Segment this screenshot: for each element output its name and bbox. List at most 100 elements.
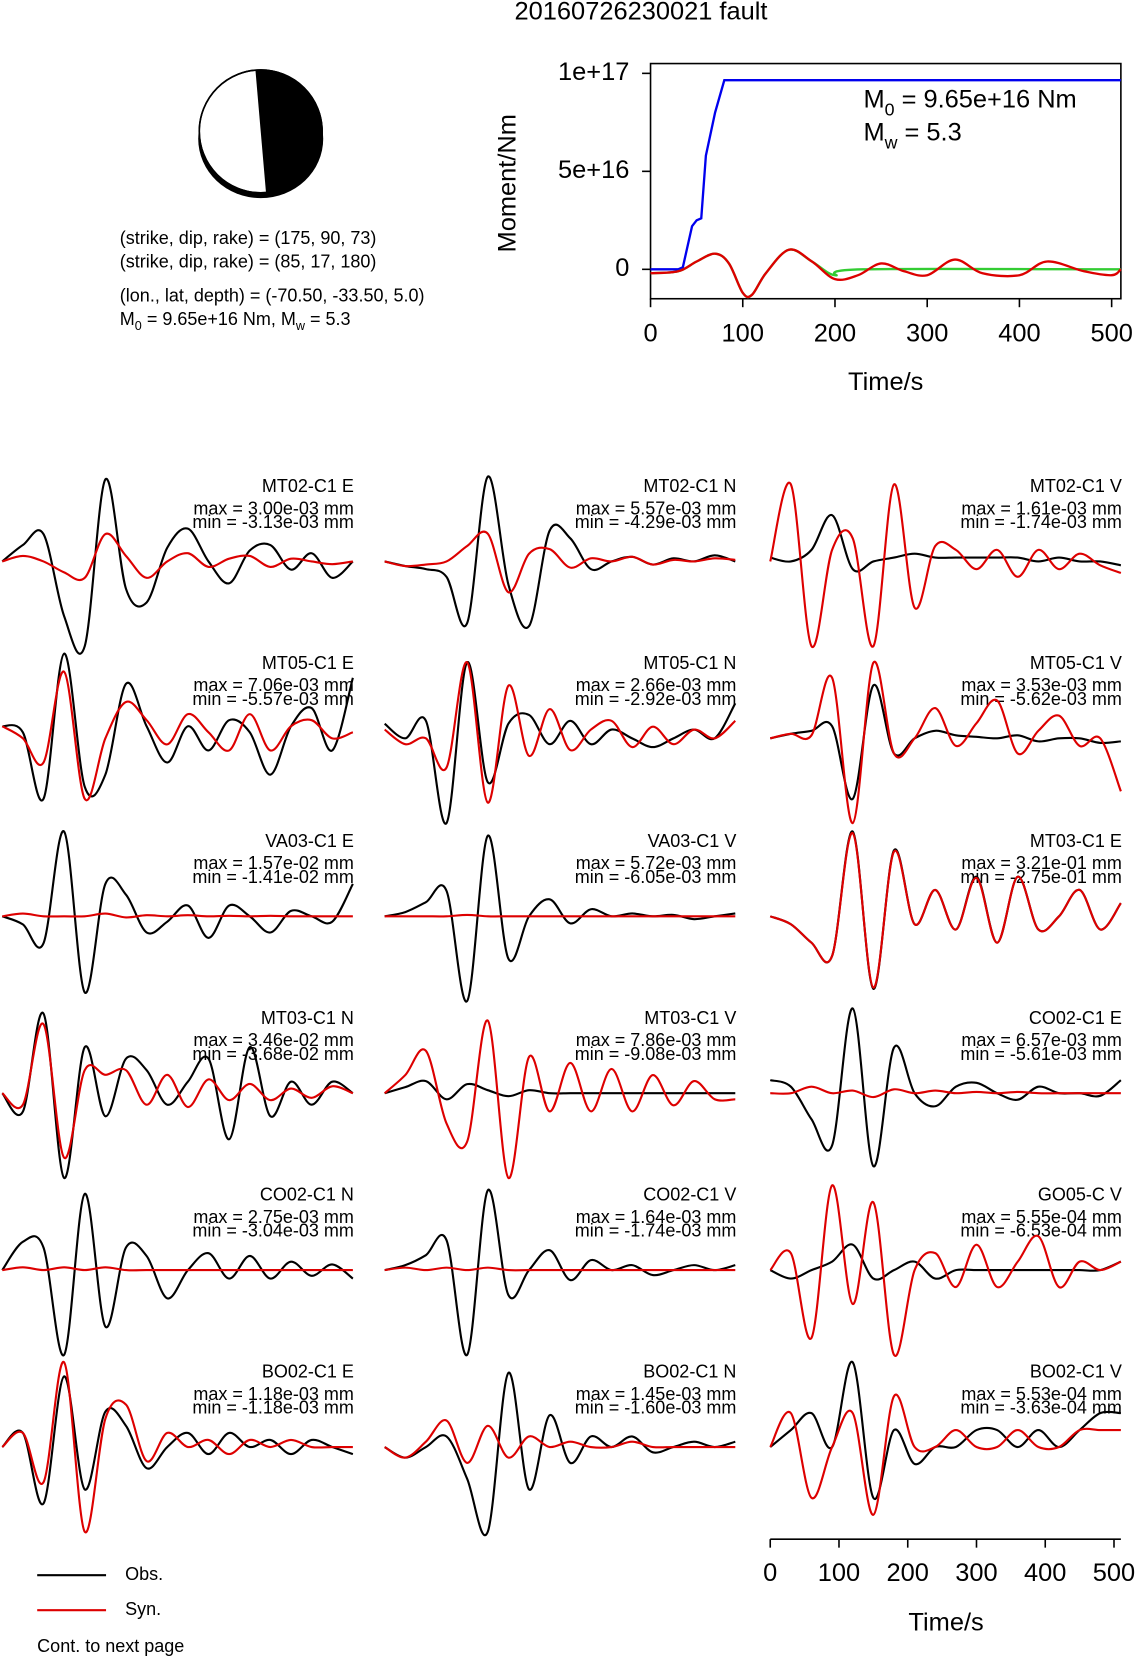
min-label: min = -6.05e-03 mm: [575, 867, 737, 887]
synthetic-trace: [384, 1266, 736, 1272]
x-tick-label: 300: [906, 319, 948, 347]
observed-trace: [770, 684, 1121, 800]
synthetic-trace: [384, 1419, 736, 1464]
min-label: min = -1.60e-03 mm: [575, 1398, 737, 1418]
text-part: = 5.3: [305, 309, 351, 329]
synthetic-trace: [1, 1022, 354, 1159]
subscript: 0: [135, 319, 142, 333]
synthetic-trace: [769, 1393, 1121, 1516]
synthetic-trace: [769, 660, 1122, 825]
synthetic-trace: [769, 1184, 1122, 1357]
x-tick-label: 500: [1090, 319, 1132, 347]
station-label: CO02-C1 V: [643, 1185, 736, 1205]
station-label: CO02-C1 E: [1029, 1008, 1122, 1028]
min-label: min = -6.53e-04 mm: [960, 1221, 1122, 1241]
max-label: max = 5.72e-03 mm: [576, 853, 737, 873]
annotation: Mw = 5.3: [863, 118, 961, 152]
legend-label: Obs.: [125, 1564, 163, 1584]
y-tick-label: 1e+17: [558, 58, 629, 86]
synthetic-trace: [769, 832, 1122, 989]
x-tick-label: 200: [814, 319, 856, 347]
y-axis-label: Moment/Nm: [493, 114, 521, 252]
synthetic-trace: [2, 1266, 353, 1272]
max-label: max = 5.53e-04 mm: [961, 1384, 1122, 1404]
observed-trace: [1, 1375, 354, 1506]
subscript: 0: [885, 99, 895, 119]
observed-trace: [1, 478, 354, 655]
min-label: min = -1.18e-03 mm: [192, 1398, 354, 1418]
min-label: min = -5.61e-03 mm: [960, 1044, 1122, 1064]
max-label: max = 1.18e-03 mm: [193, 1384, 354, 1404]
observed-trace: [769, 1243, 1122, 1281]
station-label: VA03-C1 V: [648, 831, 737, 851]
min-label: min = -5.62e-03 mm: [960, 689, 1122, 709]
max-label: max = 2.75e-03 mm: [193, 1207, 354, 1227]
synthetic-trace: [384, 530, 736, 594]
station-label: VA03-C1 E: [265, 831, 354, 851]
x-tick-label: 300: [955, 1559, 997, 1587]
synthetic-trace: [2, 912, 353, 919]
station-label: MT03-C1 N: [261, 1008, 354, 1028]
station-label: CO02-C1 N: [260, 1185, 354, 1205]
moment-plot-frame: [649, 62, 1122, 300]
x-tick-label: 100: [722, 319, 764, 347]
max-label: max = 1.64e-03 mm: [576, 1207, 737, 1227]
station-label: GO05-C V: [1038, 1185, 1122, 1205]
station-label: MT05-C1 N: [643, 653, 736, 673]
moment-text: M0 = 9.65e+16 Nm, Mw = 5.3: [120, 309, 351, 334]
y-tick-label: 0: [615, 254, 629, 282]
station-label: MT05-C1 E: [262, 653, 354, 673]
y-tick-label: 5e+16: [558, 156, 629, 184]
text-part: = 9.65e+16 Nm, M: [142, 309, 296, 329]
station-label: MT05-C1 V: [1030, 653, 1122, 673]
station-label: MT03-C1 E: [1030, 831, 1122, 851]
beachball: [198, 69, 324, 199]
synthetic-trace: [1, 670, 354, 802]
max-label: max = 1.45e-03 mm: [576, 1384, 737, 1404]
text-part: M: [863, 118, 884, 146]
min-label: min = -9.08e-03 mm: [575, 1044, 737, 1064]
max-label: max = 7.86e-03 mm: [576, 1030, 737, 1050]
synthetic-trace: [770, 1085, 1121, 1099]
synthetic-trace: [1, 1361, 353, 1533]
max-label: max = 5.57e-03 mm: [576, 498, 737, 518]
max-label: max = 3.21e-01 mm: [961, 853, 1122, 873]
station-label: MT03-C1 V: [644, 1008, 736, 1028]
observed-trace: [1, 1192, 354, 1357]
min-label: min = -1.74e-03 mm: [575, 1221, 737, 1241]
x-tick-label: 0: [763, 1559, 777, 1587]
figure-title: 20160726230021 fault: [515, 0, 768, 25]
station-label: BO02-C1 V: [1030, 1362, 1122, 1382]
x-tick-label: 0: [643, 319, 657, 347]
max-label: max = 2.66e-03 mm: [576, 675, 737, 695]
legend-label: Syn.: [125, 1599, 161, 1619]
station-label: MT02-C1 V: [1030, 476, 1122, 496]
mechanism-text: (strike, dip, rake) = (175, 90, 73): [120, 228, 377, 248]
x-tick-label: 500: [1093, 1559, 1135, 1587]
min-label: min = -5.57e-03 mm: [192, 689, 354, 709]
min-label: min = -3.04e-03 mm: [192, 1221, 354, 1241]
min-label: min = -2.92e-03 mm: [575, 689, 737, 709]
max-label: max = 6.57e-03 mm: [961, 1030, 1122, 1050]
max-label: max = 3.46e-02 mm: [193, 1030, 354, 1050]
synthetic-trace: [383, 1019, 736, 1180]
moment-curve: [650, 248, 1122, 299]
station-label: MT02-C1 E: [262, 476, 354, 496]
max-label: max = 1.57e-02 mm: [193, 853, 354, 873]
moment-curve: [650, 79, 1121, 271]
min-label: min = -3.13e-03 mm: [192, 512, 354, 532]
max-label: max = 7.06e-03 mm: [193, 675, 354, 695]
text-part: M: [120, 309, 135, 329]
min-label: min = -3.68e-02 mm: [192, 1044, 354, 1064]
observed-trace: [383, 661, 737, 825]
x-tick-label: 100: [818, 1559, 860, 1587]
beachball-outline: [198, 69, 323, 194]
station-label: MT02-C1 N: [643, 476, 736, 496]
mechanism-text: (strike, dip, rake) = (85, 17, 180): [120, 251, 377, 271]
observed-trace: [384, 834, 736, 1003]
x-tick-label: 400: [1024, 1559, 1066, 1587]
max-label: max = 3.00e-03 mm: [193, 498, 354, 518]
beachball-compression: [255, 69, 323, 193]
observed-trace: [769, 514, 1122, 573]
